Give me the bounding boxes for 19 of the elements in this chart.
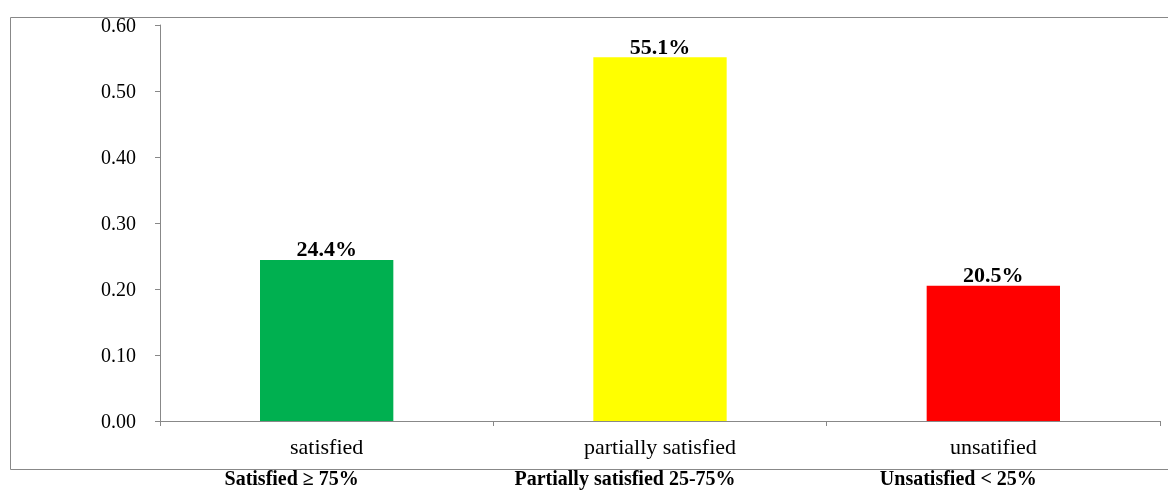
- bar: [260, 259, 394, 421]
- data-label: 55.1%: [629, 33, 691, 59]
- x-tick-label: partially satisfied: [583, 433, 737, 459]
- y-tick-label: 0.30: [101, 212, 136, 234]
- text: Satisfied ≥ 75%: [224, 467, 359, 489]
- y-tick-label: 0.20: [101, 278, 136, 300]
- text: Unsatisfied < 25%: [879, 467, 1037, 489]
- y-tick-label: 0.50: [101, 80, 136, 102]
- bar: [926, 285, 1060, 421]
- text: Partially satisfied 25-75%: [514, 467, 736, 490]
- y-tick-label: 0.40: [101, 146, 136, 168]
- data-label: 20.5%: [963, 262, 1024, 288]
- x-tick-label: satisfied: [290, 433, 364, 459]
- y-tick-label: 0.10: [101, 344, 136, 366]
- data-label: 24.4%: [296, 236, 357, 262]
- x-tick-label: unsatified: [949, 433, 1037, 459]
- y-tick-label: 0.60: [101, 14, 136, 36]
- bar: [593, 57, 727, 421]
- y-tick-label: 0.00: [101, 410, 136, 432]
